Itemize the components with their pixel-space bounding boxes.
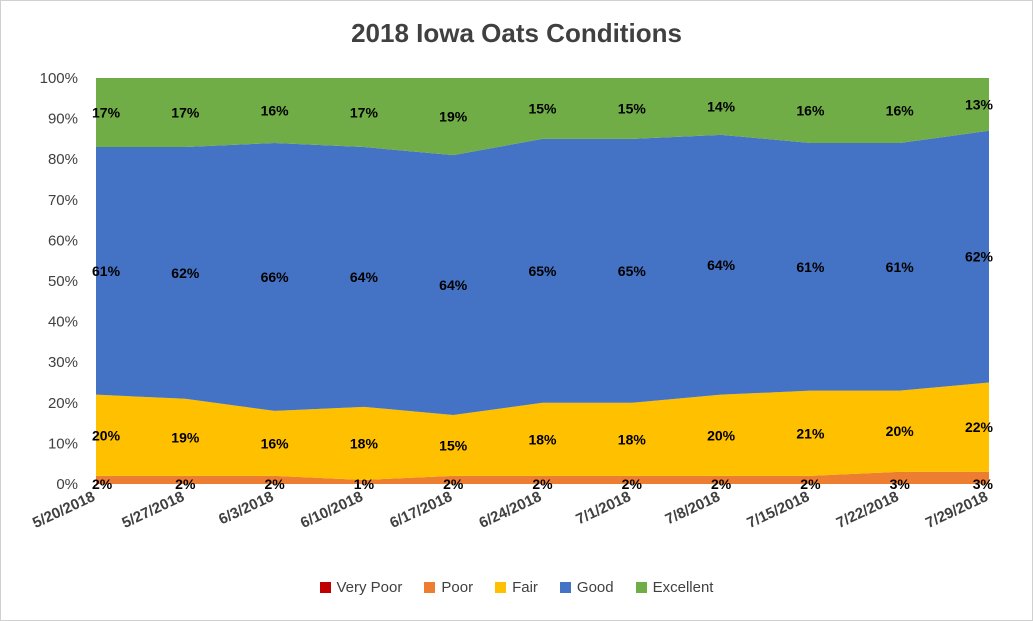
- x-tick-label: 6/24/2018: [477, 488, 545, 532]
- chart-title: 2018 Iowa Oats Conditions: [351, 18, 682, 48]
- y-tick-label: 80%: [48, 151, 78, 168]
- y-tick-label: 50%: [48, 273, 78, 290]
- data-label-fair: 15%: [439, 437, 468, 453]
- data-label-good: 64%: [707, 257, 736, 273]
- data-label-fair: 16%: [261, 435, 290, 451]
- legend-item-poor: Poor: [424, 579, 473, 596]
- x-tick-label: 6/3/2018: [216, 488, 276, 528]
- legend-item-fair: Fair: [495, 579, 538, 596]
- data-label-excellent: 15%: [528, 100, 557, 116]
- data-label-poor: 2%: [264, 476, 285, 492]
- data-label-excellent: 13%: [965, 96, 994, 112]
- data-label-good: 61%: [796, 259, 825, 275]
- x-tick-label: 5/20/2018: [30, 488, 98, 532]
- data-label-good: 61%: [886, 259, 915, 275]
- data-label-poor: 2%: [92, 476, 113, 492]
- data-label-poor: 2%: [175, 476, 196, 492]
- data-label-good: 64%: [439, 277, 468, 293]
- data-label-excellent: 16%: [261, 102, 290, 118]
- data-label-fair: 19%: [171, 429, 200, 445]
- data-label-fair: 20%: [92, 427, 121, 443]
- data-label-poor: 3%: [973, 476, 994, 492]
- x-tick-label: 7/29/2018: [923, 488, 991, 532]
- data-label-excellent: 14%: [707, 98, 736, 114]
- data-label-poor: 2%: [532, 476, 553, 492]
- x-tick-label: 6/10/2018: [298, 488, 366, 532]
- x-tick-label: 6/17/2018: [387, 488, 455, 532]
- data-label-excellent: 17%: [171, 105, 200, 121]
- data-label-poor: 2%: [800, 476, 821, 492]
- data-label-poor: 2%: [622, 476, 643, 492]
- area-good: [96, 130, 989, 415]
- data-label-fair: 18%: [350, 435, 379, 451]
- legend-item-excellent: Excellent: [635, 579, 714, 596]
- legend-swatch-excellent: [635, 582, 647, 593]
- data-label-fair: 20%: [886, 423, 915, 439]
- data-label-poor: 1%: [354, 476, 375, 492]
- data-label-poor: 3%: [890, 476, 911, 492]
- data-label-excellent: 17%: [92, 105, 121, 121]
- data-label-fair: 21%: [796, 425, 825, 441]
- data-label-good: 64%: [350, 269, 379, 285]
- x-tick-label: 7/8/2018: [663, 488, 723, 528]
- legend-label-fair: Fair: [512, 579, 538, 596]
- data-label-excellent: 17%: [350, 105, 379, 121]
- legend: Very Poor Poor Fair Good Excellent: [0, 579, 1033, 596]
- legend-swatch-poor: [424, 582, 436, 593]
- legend-item-very-poor: Very Poor: [319, 579, 403, 596]
- data-label-fair: 18%: [618, 431, 647, 447]
- data-label-fair: 20%: [707, 427, 736, 443]
- data-label-excellent: 19%: [439, 109, 468, 125]
- data-label-excellent: 16%: [886, 102, 915, 118]
- data-label-good: 65%: [618, 263, 647, 279]
- y-tick-label: 100%: [40, 70, 78, 87]
- data-label-good: 65%: [528, 263, 557, 279]
- data-label-poor: 2%: [443, 476, 464, 492]
- x-tick-label: 7/1/2018: [573, 488, 633, 528]
- data-label-poor: 2%: [711, 476, 732, 492]
- legend-label-very-poor: Very Poor: [336, 579, 403, 596]
- legend-swatch-good: [559, 582, 571, 593]
- data-label-excellent: 15%: [618, 100, 647, 116]
- legend-swatch-very-poor: [319, 582, 331, 593]
- y-tick-label: 30%: [48, 354, 78, 371]
- y-tick-label: 40%: [48, 314, 78, 331]
- y-tick-label: 70%: [48, 192, 78, 209]
- x-tick-label: 5/27/2018: [119, 488, 187, 532]
- y-tick-label: 10%: [48, 435, 78, 452]
- y-tick-label: 60%: [48, 232, 78, 249]
- area-excellent: [96, 78, 989, 156]
- area-fair: [96, 382, 989, 480]
- data-label-good: 62%: [965, 249, 994, 265]
- area-poor: [96, 471, 989, 484]
- legend-label-good: Good: [576, 579, 614, 596]
- data-label-good: 62%: [171, 265, 200, 281]
- legend-label-excellent: Excellent: [652, 579, 714, 596]
- y-tick-label: 0%: [56, 476, 78, 493]
- x-tick-label: 7/22/2018: [834, 488, 902, 532]
- data-label-fair: 22%: [965, 419, 994, 435]
- legend-label-poor: Poor: [441, 579, 474, 596]
- data-label-excellent: 16%: [796, 102, 825, 118]
- data-label-good: 61%: [92, 263, 121, 279]
- legend-item-good: Good: [559, 579, 614, 596]
- legend-swatch-fair: [495, 582, 507, 593]
- y-tick-label: 20%: [48, 395, 78, 412]
- data-label-good: 66%: [261, 269, 290, 285]
- data-label-fair: 18%: [528, 431, 557, 447]
- y-tick-label: 90%: [48, 111, 78, 128]
- x-tick-label: 7/15/2018: [744, 488, 812, 532]
